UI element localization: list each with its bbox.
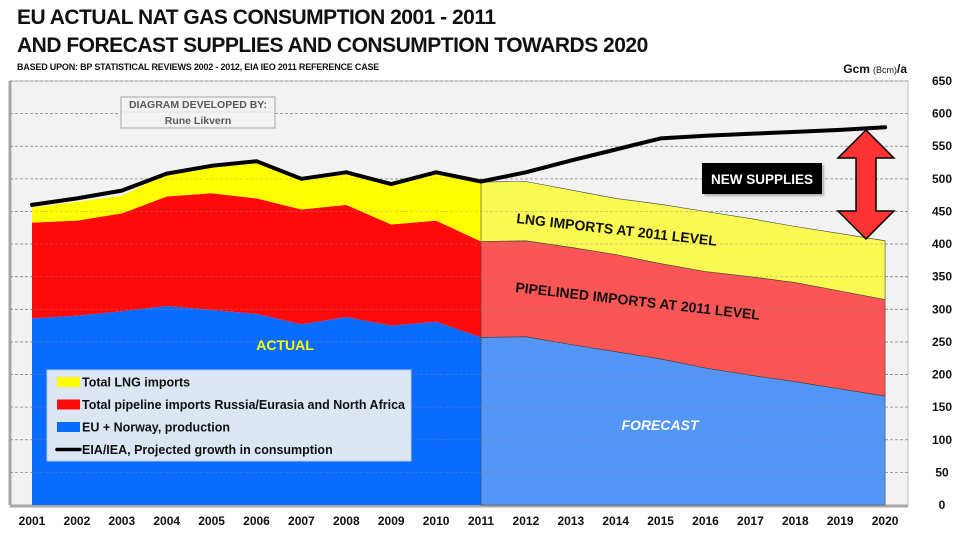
x-tick-label: 2003 xyxy=(108,514,135,528)
chart-subtitle: BASED UPON: BP STATISTICAL REVIEWS 2002 … xyxy=(17,62,380,72)
x-tick-label: 2006 xyxy=(243,514,270,528)
x-tick-label: 2005 xyxy=(198,514,225,528)
x-tick-label: 2010 xyxy=(423,514,450,528)
chart-title-line1: EU ACTUAL NAT GAS CONSUMPTION 2001 - 201… xyxy=(17,6,496,29)
y-tick-label: 150 xyxy=(932,400,952,414)
x-tick-label: 2016 xyxy=(692,514,719,528)
legend-label-pipeline: Total pipeline imports Russia/Eurasia an… xyxy=(82,398,406,412)
consumption-line xyxy=(30,125,888,207)
x-tick-label: 2018 xyxy=(782,514,809,528)
y-axis-unit: Gcm (Bcm)/a xyxy=(843,62,907,76)
double-arrow-icon xyxy=(836,128,896,241)
legend: Total LNG imports Total pipeline imports … xyxy=(46,369,412,462)
new-supplies-label: NEW SUPPLIES xyxy=(711,172,813,187)
legend-label-consumption: EIA/IEA, Projected growth in consumption xyxy=(82,443,333,457)
y-tick-label: 250 xyxy=(932,335,952,349)
area-actual-pipeline xyxy=(32,193,481,338)
y-axis-ticks: 0 50 100 150 200 250 300 350 400 450 500 550 600 650 xyxy=(932,74,952,512)
y-tick-label: 0 xyxy=(939,498,946,512)
x-tick-label: 2019 xyxy=(827,514,854,528)
x-axis-ticks: 2001 2002 2003 2004 2005 2006 2007 2008 2009 2010… xyxy=(19,514,899,528)
chart-title-line2: AND FORECAST SUPPLIES AND CONSUMPTION TO… xyxy=(17,34,648,57)
legend-swatch-production xyxy=(57,422,80,432)
area-actual-lng xyxy=(32,161,481,242)
x-tick-label: 2011 xyxy=(468,514,494,528)
y-tick-label: 600 xyxy=(932,107,952,121)
y-tick-label: 300 xyxy=(932,302,952,316)
y-tick-label: 200 xyxy=(932,368,952,382)
x-tick-label: 2014 xyxy=(602,514,629,528)
x-tick-label: 2009 xyxy=(378,514,405,528)
area-forecast-lng xyxy=(480,181,886,300)
forecast-label: FORECAST xyxy=(622,417,700,433)
x-tick-label: 2008 xyxy=(333,514,360,528)
x-tick-label: 2012 xyxy=(513,514,540,528)
y-tick-label: 100 xyxy=(932,433,952,447)
y-tick-label: 550 xyxy=(932,139,952,153)
x-tick-label: 2004 xyxy=(153,514,180,528)
consumption-line-group xyxy=(30,125,888,207)
credit-line2: Rune Likvern xyxy=(165,115,232,127)
y-unit-suffix: /a xyxy=(897,62,907,76)
credit-box: DIAGRAM DEVELOPED BY: Rune Likvern xyxy=(120,96,276,129)
y-tick-label: 400 xyxy=(932,237,952,251)
y-unit-main: Gcm xyxy=(843,62,870,76)
y-unit-paren: (Bcm) xyxy=(873,65,897,75)
x-tick-label: 2013 xyxy=(557,514,584,528)
x-tick-label: 2002 xyxy=(64,514,91,528)
legend-label-lng: Total LNG imports xyxy=(82,376,190,390)
actual-label: ACTUAL xyxy=(256,337,314,353)
y-tick-label: 350 xyxy=(932,270,952,284)
x-tick-label: 2001 xyxy=(19,514,46,528)
y-tick-label: 50 xyxy=(935,465,949,479)
x-tick-label: 2020 xyxy=(872,514,899,528)
legend-label-production: EU + Norway, production xyxy=(82,421,230,435)
y-tick-label: 500 xyxy=(932,172,952,186)
x-tick-label: 2007 xyxy=(288,514,315,528)
legend-swatch-lng xyxy=(57,377,80,387)
y-tick-label: 450 xyxy=(932,204,952,218)
x-tick-label: 2015 xyxy=(647,514,674,528)
legend-swatch-pipeline xyxy=(57,399,80,410)
new-supplies-box xyxy=(702,163,822,194)
x-tick-label: 2017 xyxy=(737,514,764,528)
credit-line1: DIAGRAM DEVELOPED BY: xyxy=(129,99,267,111)
y-tick-label: 650 xyxy=(932,74,952,88)
